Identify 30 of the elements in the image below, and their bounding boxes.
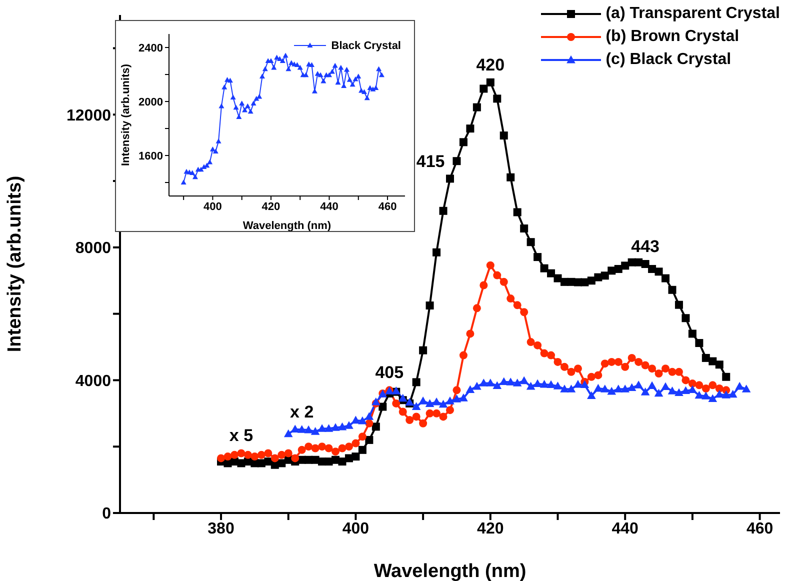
y-tick-label: 4000 [75,372,112,390]
annotation: 405 [375,363,404,382]
x-tick-label: 420 [262,200,280,213]
annotation: 420 [476,55,505,74]
y-tick-label: 2400 [138,42,163,54]
x-tick-label: 400 [342,520,370,538]
y-axis-title: Intensity (arb.units) [4,176,26,352]
annotation: 443 [631,237,660,256]
legend-label: Black Crystal [331,40,401,52]
x-tick-label: 380 [208,520,234,538]
x-tick-label: 420 [477,520,504,538]
x-tick-label: 400 [204,200,222,213]
x-tick-label: 440 [612,520,639,538]
y-tick-label: 8000 [75,240,112,258]
annotation: x 5 [229,426,254,446]
x-tick-label: 460 [378,200,397,213]
legend-label: (a) Transparent Crystal [606,5,780,23]
x-axis-title: Wavelength (nm) [374,561,526,581]
y-tick-label: 0 [102,506,112,523]
x-tick-label: 440 [320,200,338,213]
y-tick-label: 1600 [138,150,163,162]
legend-label: (b) Brown Crystal [606,28,740,46]
y-axis-title: Intensity (arb.units) [120,64,132,166]
legend-label: (c) Black Crystal [606,51,732,69]
x-axis-title: Wavelength (nm) [242,220,332,232]
annotation: x 2 [290,402,314,422]
annotation: 415 [416,152,445,172]
y-tick-label: 2000 [138,96,163,108]
x-tick-label: 460 [746,520,774,538]
y-tick-label: 12000 [66,107,112,124]
